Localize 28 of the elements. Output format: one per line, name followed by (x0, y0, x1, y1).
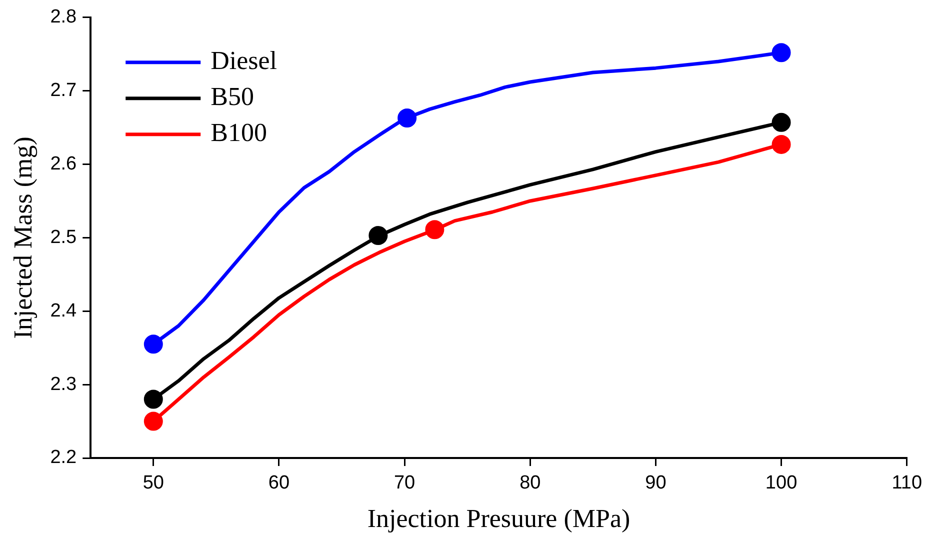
point (772, 43, 791, 62)
y-tick-label: 2.4 (50, 300, 78, 322)
y-tick-label: 2.6 (50, 154, 77, 174)
point (144, 334, 163, 354)
point (144, 390, 163, 409)
x-tick-label: 100 (765, 472, 798, 494)
x-tick-label: 110 (892, 472, 922, 494)
x-axis-title: Injection Presuure (MPa) (367, 504, 630, 534)
point (368, 226, 388, 245)
y-tick-label: 2.3 (50, 374, 77, 395)
y-tick-label: 2.7 (50, 80, 77, 102)
x-tick-label: 90 (645, 472, 666, 494)
x-tick-label: 50 (142, 472, 164, 494)
point (425, 220, 444, 240)
point (144, 412, 163, 431)
x-tick-label: 80 (520, 472, 541, 494)
y-tick-label: 2.8 (50, 6, 77, 28)
point (772, 112, 791, 132)
y-axis-title: Injected Mass (mg) (8, 136, 38, 339)
y-tick-label: 2.2 (50, 447, 77, 468)
x-tick-label: 60 (268, 472, 290, 494)
legend-label: Diesel (210, 46, 278, 76)
point (772, 134, 791, 154)
legend-label: B100 (210, 118, 267, 148)
point (398, 108, 417, 128)
legend-label: B50 (210, 82, 254, 112)
x-tick-label: 70 (394, 472, 416, 494)
y-tick-label: 2.5 (50, 226, 77, 248)
